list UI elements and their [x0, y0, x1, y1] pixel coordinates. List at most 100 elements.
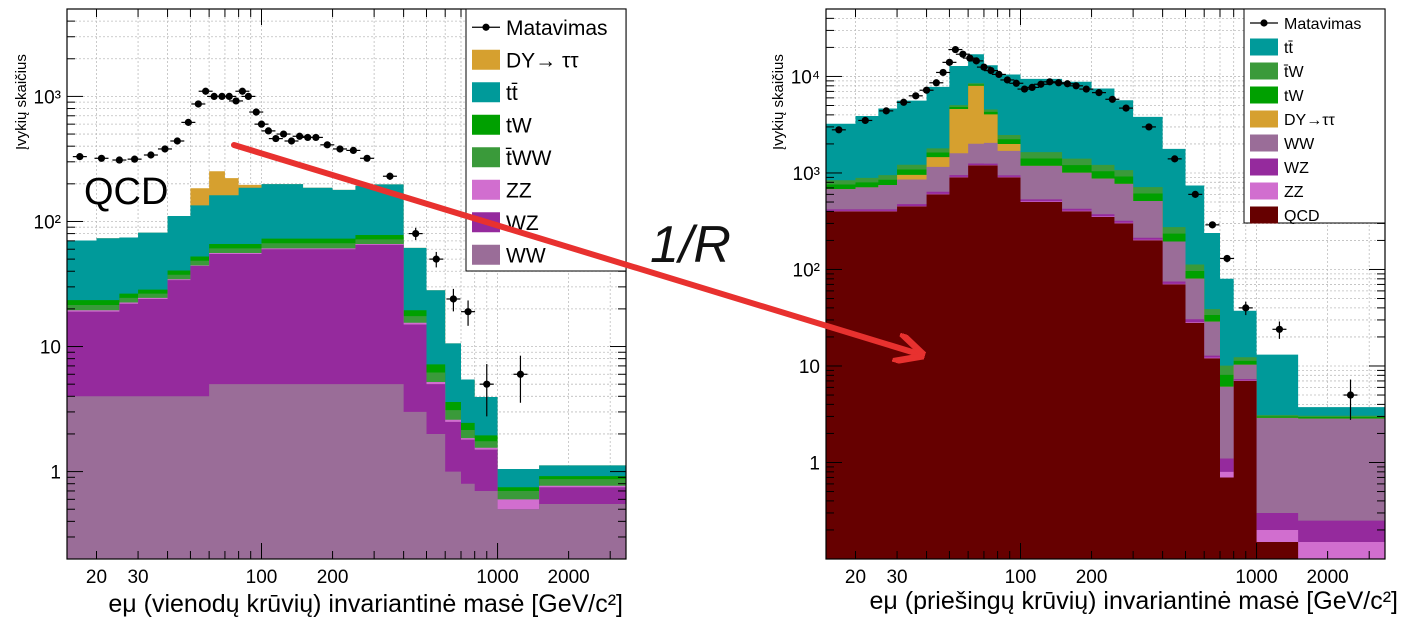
data-point	[210, 92, 218, 101]
y-tick-label: 10²	[793, 260, 820, 281]
ratio-arrow	[231, 142, 922, 355]
data-point	[1275, 325, 1284, 333]
data-point	[1191, 190, 1199, 198]
legend-label: DY→ ττ	[506, 49, 579, 72]
x-tick-label: 30	[886, 567, 907, 588]
y-tick-label: 10²	[34, 212, 61, 233]
data-point	[464, 308, 472, 316]
data-point	[232, 97, 240, 105]
x-tick-label: 20	[845, 567, 866, 588]
data-point	[932, 79, 940, 87]
legend-label: ZZ	[1284, 184, 1304, 201]
data-point	[264, 127, 273, 135]
qcd-label: QCD	[84, 171, 168, 213]
data-point	[1082, 85, 1090, 93]
x-tick-label: 1000	[476, 567, 518, 588]
series-qcd	[826, 165, 1385, 559]
data-point	[115, 156, 123, 164]
stacked-histogram	[67, 171, 626, 559]
legend-label: Matavimas	[506, 17, 608, 40]
data-point	[363, 154, 371, 162]
data-point	[97, 154, 106, 162]
data-point	[980, 63, 988, 71]
y-tick-label: 10³	[34, 87, 61, 108]
legend-swatch	[1250, 86, 1278, 104]
x-tick-label: 100	[1005, 567, 1037, 588]
legend-swatch	[472, 114, 500, 135]
data-point	[1054, 79, 1063, 87]
data-point	[972, 57, 980, 65]
data-point	[1346, 391, 1355, 399]
data-point	[323, 141, 331, 149]
data-point	[882, 107, 890, 115]
data-point	[218, 92, 226, 101]
x-tick-label: 20	[86, 567, 107, 588]
data-point	[959, 50, 967, 58]
data-point	[272, 134, 280, 143]
data-point	[161, 145, 169, 153]
data-point	[1145, 123, 1153, 131]
data-point	[432, 255, 440, 263]
data-point	[1003, 76, 1011, 84]
ratio-label: 1/R	[650, 216, 731, 274]
data-point	[1108, 95, 1116, 103]
legend-swatch	[1250, 182, 1278, 200]
right-histogram-panel: 20 30 100 200 1000 2000 1 10 10² 10³ 10⁴ eμ (prieši…	[770, 8, 1398, 615]
data-point	[966, 54, 974, 62]
data-point	[951, 45, 960, 54]
data-point	[202, 87, 210, 95]
legend-label: DY→ττ	[1284, 112, 1336, 129]
y-axis-label: Įvykių skaičius	[13, 54, 30, 150]
legend-swatch	[1250, 110, 1278, 128]
x-tick-label: 30	[127, 567, 148, 588]
data-point	[76, 153, 84, 161]
data-point	[1171, 155, 1179, 163]
legend-swatch	[1250, 158, 1278, 176]
legend-label: WZ	[1284, 160, 1309, 177]
data-point	[244, 92, 252, 101]
data-point	[1046, 78, 1054, 86]
x-tick-label: 100	[246, 567, 278, 588]
legend-swatch	[472, 179, 500, 200]
data-point	[238, 87, 246, 95]
legend-marker	[1260, 19, 1268, 27]
legend-label: QCD	[1284, 208, 1320, 225]
y-axis-label: Įvykių skaičius	[770, 54, 787, 150]
data-point	[287, 137, 296, 145]
data-point	[861, 116, 869, 125]
data-point	[1223, 254, 1231, 263]
y-tick-label: 10⁴	[791, 67, 820, 88]
legend-marker	[482, 23, 490, 31]
data-point	[912, 92, 920, 100]
legend-label: ZZ	[506, 179, 532, 202]
data-point	[412, 229, 420, 238]
series-ww	[67, 384, 626, 559]
data-point	[1208, 221, 1216, 229]
legend-label: tW	[506, 114, 532, 137]
x-tick-label: 1000	[1235, 567, 1277, 588]
left-histogram-panel: 20 30 100 200 1000 2000 1 10 10² 10³ eμ (vienodų k…	[13, 8, 627, 618]
data-point	[194, 100, 202, 108]
y-tick-label: 1	[809, 453, 820, 474]
data-point	[1012, 79, 1020, 87]
data-point	[939, 68, 947, 77]
stacked-histogram	[826, 54, 1385, 559]
data-point	[130, 155, 139, 163]
x-tick-label: 2000	[1306, 567, 1348, 588]
legend-label: WW	[506, 244, 546, 267]
y-tick-label: 10	[40, 338, 61, 359]
data-point	[1028, 83, 1036, 92]
legend-label: tW	[1284, 88, 1304, 105]
data-points	[831, 45, 1358, 420]
data-point	[922, 86, 931, 94]
data-point	[336, 145, 344, 153]
data-point	[173, 137, 181, 145]
data-point	[295, 132, 304, 140]
data-point	[483, 380, 491, 388]
data-point	[987, 66, 995, 75]
data-point	[1037, 80, 1045, 88]
data-point	[900, 98, 908, 106]
data-point	[386, 172, 394, 180]
x-tick-label: 2000	[547, 567, 589, 588]
